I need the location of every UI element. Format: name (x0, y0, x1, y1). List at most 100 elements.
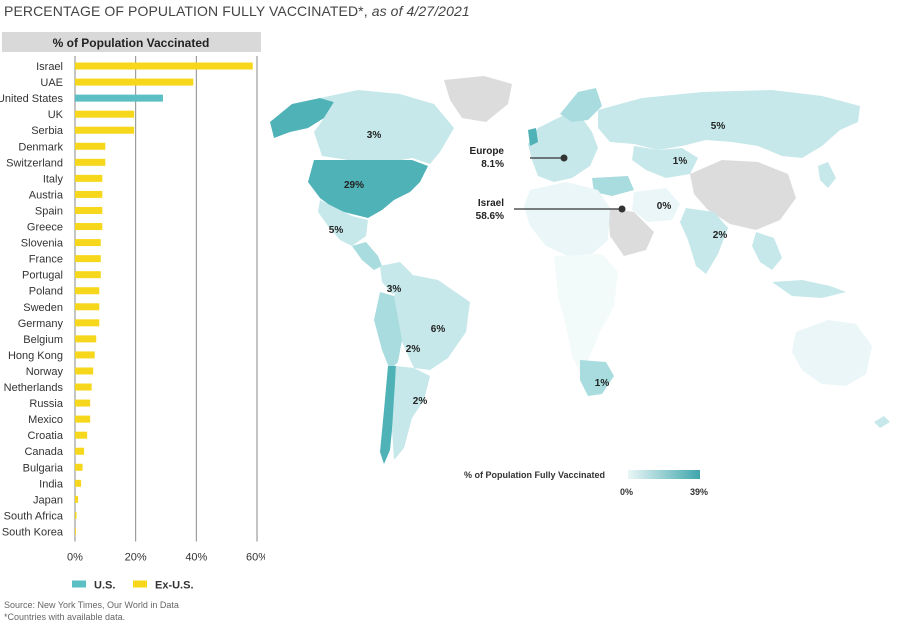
bar (75, 94, 163, 102)
canada-shape (314, 90, 454, 164)
uk-shape (528, 128, 538, 146)
category-label: Canada (24, 446, 63, 458)
north-africa-shape (524, 182, 610, 256)
x-tick-label: 20% (125, 552, 147, 564)
arabia-shape (608, 208, 654, 256)
legend-swatch (133, 580, 147, 588)
bar (75, 190, 103, 198)
bar (75, 174, 103, 182)
iran-shape (632, 188, 680, 222)
southern-africa-shape (554, 254, 618, 372)
map-region-label: 5% (711, 121, 726, 132)
bar (75, 271, 101, 279)
title-main: Percentage of Population Fully Vaccinate… (4, 3, 368, 19)
bar (75, 142, 106, 150)
map-region-label: 3% (367, 130, 382, 141)
map-region-label: 6% (431, 324, 446, 335)
title-date: as of 4/27/2021 (371, 3, 470, 19)
map-region-labels: 3% 29% 5% 3% 6% 2% 2% 5% 1% 0% 2% 1% (329, 121, 728, 407)
category-label: UAE (40, 77, 63, 89)
category-label: Germany (18, 318, 64, 330)
map-region-label: 1% (673, 156, 688, 167)
bar-chart-title: % of Population Vaccinated (53, 36, 210, 50)
category-label: India (39, 478, 64, 490)
bar (75, 399, 91, 407)
map-annotations: Europe 8.1% Israel 58.6% (470, 146, 626, 222)
legend-label: U.S. (94, 580, 115, 592)
category-label: South Africa (4, 510, 64, 522)
category-label: Portugal (22, 270, 63, 282)
map-legend: % of Population Fully Vaccinated 0% 39% (464, 470, 708, 497)
world-map: 3% 29% 5% 3% 6% 2% 2% 5% 1% 0% 2% 1% Europe 8.1% Isra… (270, 76, 890, 497)
bar (75, 206, 103, 214)
bar (75, 287, 100, 295)
x-tick-label: 40% (185, 552, 207, 564)
india-shape (680, 208, 728, 274)
europe-shape (528, 116, 598, 182)
mexico-shape (318, 200, 368, 246)
southeast-asia-shape (752, 232, 782, 270)
category-label: Slovenia (21, 238, 64, 250)
chart-title: Percentage of Population Fully Vaccinate… (4, 3, 470, 19)
bar (75, 319, 100, 327)
legend-swatch (72, 580, 86, 588)
category-label: Hong Kong (8, 350, 63, 362)
bar (75, 463, 83, 471)
x-tick-label: 0% (67, 552, 83, 564)
category-label: Netherlands (4, 382, 64, 394)
category-label: Japan (33, 494, 63, 506)
category-label: UK (48, 109, 64, 121)
map-region-label: 1% (595, 378, 610, 389)
category-label: Italy (43, 173, 64, 185)
bar (75, 479, 82, 487)
map-region-label: 2% (413, 396, 428, 407)
map-region-label: 2% (713, 230, 728, 241)
category-label: United States (0, 93, 63, 105)
category-label: Greece (27, 222, 63, 234)
bar (75, 239, 101, 247)
australia-shape (792, 320, 872, 386)
legend-label: Ex-U.S. (155, 580, 194, 592)
bar (75, 62, 253, 70)
category-label: France (29, 254, 63, 266)
map-region-label: 0% (657, 201, 672, 212)
bar (75, 367, 94, 375)
map-region-label: 29% (344, 180, 364, 191)
alaska-shape (270, 98, 334, 138)
bar (75, 447, 85, 455)
map-region-label: 3% (387, 284, 402, 295)
category-label: Spain (35, 205, 63, 217)
bar-chart: % of Population Vaccinated 0% 20% 40% 60% Isr… (0, 32, 265, 592)
bar (75, 110, 135, 118)
map-annotation-label: Europe (470, 146, 505, 157)
source-note: Source: New York Times, Our World in Dat… (4, 599, 179, 623)
x-tick-label: 60% (246, 552, 265, 564)
bar (75, 351, 95, 359)
bar (75, 78, 194, 86)
map-legend-max: 39% (690, 487, 708, 497)
category-label: Norway (26, 366, 64, 378)
bar (75, 335, 97, 343)
indonesia-shape (772, 280, 846, 298)
category-label: Poland (29, 286, 63, 298)
category-label: Switzerland (6, 157, 63, 169)
bar (75, 527, 76, 535)
category-label: Denmark (18, 141, 63, 153)
bar (75, 383, 92, 391)
brazil-shape (392, 274, 470, 370)
new-zealand-shape (874, 416, 890, 428)
category-label: Russia (29, 398, 64, 410)
category-label: Belgium (23, 334, 63, 346)
map-annotation-dot (560, 154, 568, 162)
map-legend-title: % of Population Fully Vaccinated (464, 470, 605, 480)
bar (75, 158, 106, 166)
bar (75, 126, 135, 134)
bar (75, 415, 91, 423)
south-africa-shape (580, 360, 614, 396)
category-label: Mexico (28, 414, 63, 426)
bar (75, 495, 79, 503)
map-legend-gradient (628, 470, 700, 479)
bar (75, 223, 103, 231)
category-label: Israel (36, 61, 63, 73)
bar (75, 511, 77, 519)
